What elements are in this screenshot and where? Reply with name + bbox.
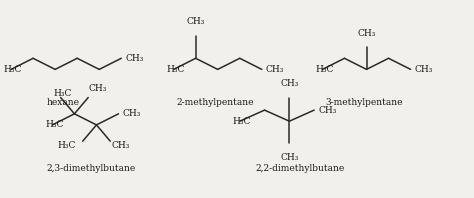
Text: H₃C: H₃C bbox=[45, 120, 64, 129]
Text: CH₃: CH₃ bbox=[357, 29, 376, 38]
Text: hexane: hexane bbox=[47, 98, 80, 107]
Text: H₃C: H₃C bbox=[233, 117, 251, 126]
Text: CH₃: CH₃ bbox=[265, 65, 284, 74]
Text: 2,3-dimethylbutane: 2,3-dimethylbutane bbox=[46, 164, 136, 173]
Text: CH₃: CH₃ bbox=[414, 65, 433, 74]
Text: 2-methylpentane: 2-methylpentane bbox=[176, 98, 254, 107]
Text: CH₃: CH₃ bbox=[88, 84, 107, 93]
Text: CH₃: CH₃ bbox=[186, 17, 205, 27]
Text: CH₃: CH₃ bbox=[111, 141, 130, 150]
Text: CH₃: CH₃ bbox=[318, 106, 337, 115]
Text: H₃C: H₃C bbox=[166, 65, 185, 74]
Text: H₃C: H₃C bbox=[315, 65, 334, 74]
Text: H₃C: H₃C bbox=[57, 141, 75, 150]
Text: CH₃: CH₃ bbox=[125, 54, 144, 63]
Text: 2,2-dimethylbutane: 2,2-dimethylbutane bbox=[256, 164, 345, 173]
Text: CH₃: CH₃ bbox=[280, 153, 299, 162]
Text: 3-methylpentane: 3-methylpentane bbox=[325, 98, 402, 107]
Text: CH₃: CH₃ bbox=[122, 109, 141, 118]
Text: H₃C: H₃C bbox=[54, 89, 72, 98]
Text: CH₃: CH₃ bbox=[280, 79, 299, 88]
Text: H₃C: H₃C bbox=[4, 65, 22, 74]
